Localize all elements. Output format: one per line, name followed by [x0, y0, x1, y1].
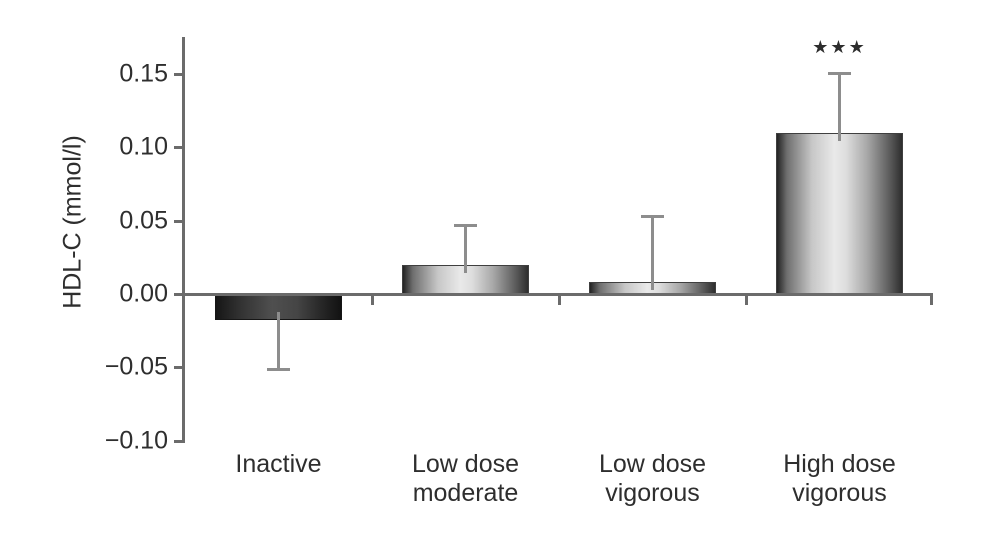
x-axis-tick: [370, 295, 374, 305]
y-axis-tick: [174, 366, 182, 370]
x-axis: [182, 293, 933, 296]
x-category-label-line: vigorous: [792, 479, 887, 507]
error-bar-line-low-dose-moderate: [464, 225, 467, 273]
x-axis-tick: [744, 295, 748, 305]
y-axis-tick: [174, 439, 182, 443]
y-tick-label: −0.05: [104, 352, 168, 381]
error-bar-cap-low-dose-moderate: [454, 224, 477, 228]
y-tick-label: 0.15: [119, 59, 168, 88]
x-category-label-line: Low dose: [598, 450, 707, 478]
x-category-label-line: High dose: [783, 450, 896, 478]
error-bar-line-low-dose-vigorous: [651, 216, 654, 291]
y-axis-tick: [174, 73, 182, 77]
y-axis-tick: [174, 146, 182, 150]
y-tick-label: 0.05: [119, 206, 168, 235]
y-tick-label: 0.10: [119, 132, 168, 161]
x-category-label-line: moderate: [412, 479, 519, 507]
x-category-label-line: vigorous: [605, 479, 700, 507]
error-bar-cap-high-dose-vigorous: [828, 71, 851, 75]
x-axis-tick: [557, 295, 561, 305]
error-bar-cap-inactive: [267, 367, 290, 371]
error-bar-line-inactive: [277, 312, 280, 369]
y-tick-label: −0.10: [104, 426, 168, 455]
error-bar-line-high-dose-vigorous: [838, 72, 841, 141]
y-axis: [182, 37, 185, 443]
x-category-label-low-dose-vigorous: Low dose vigorous: [599, 450, 706, 508]
x-category-label-inactive: Inactive: [235, 450, 321, 479]
bar-high-dose-vigorous: [776, 132, 903, 294]
significance-stars: ★★★: [812, 36, 867, 57]
y-tick-label: 0.00: [119, 279, 168, 308]
x-axis-end-tick: [930, 295, 933, 305]
x-category-label-line: Low dose: [411, 450, 520, 478]
y-axis-tick: [174, 219, 182, 223]
y-axis-tick: [174, 293, 182, 296]
error-bar-cap-low-dose-vigorous: [641, 215, 664, 219]
x-category-label-line: Inactive: [235, 450, 322, 478]
x-category-label-low-dose-moderate: Low dose moderate: [412, 450, 519, 508]
x-category-label-high-dose-vigorous: High dose vigorous: [783, 450, 896, 508]
